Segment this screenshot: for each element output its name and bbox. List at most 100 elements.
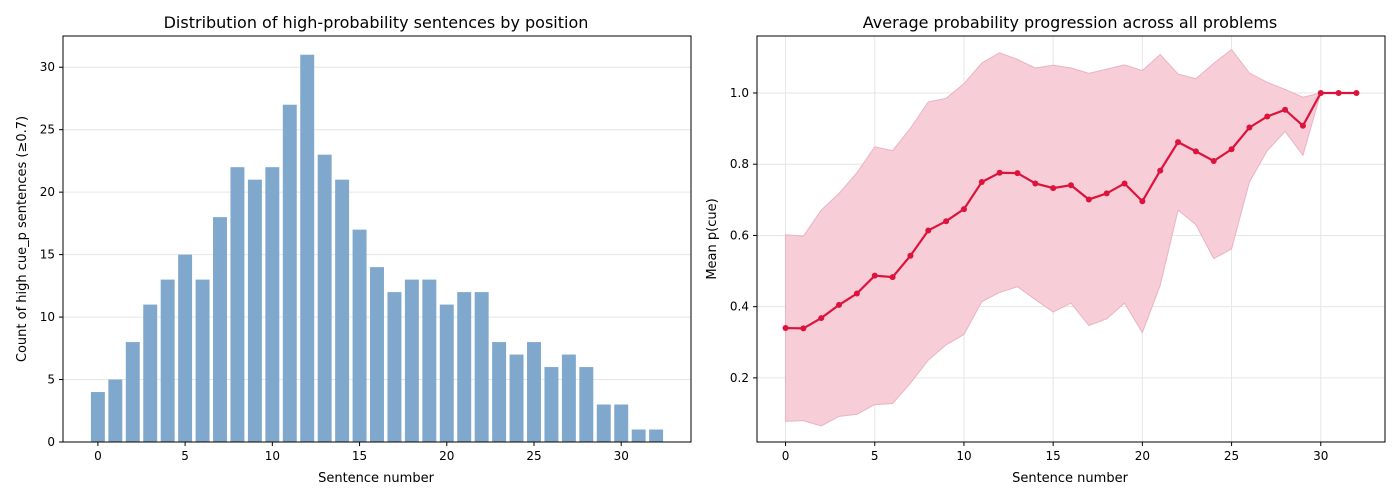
data-point bbox=[800, 325, 807, 332]
data-point bbox=[1192, 148, 1199, 155]
data-point bbox=[1317, 89, 1324, 96]
x-axis-label: Sentence number bbox=[318, 471, 434, 486]
data-point bbox=[1353, 89, 1360, 96]
bar bbox=[649, 429, 664, 442]
data-point bbox=[925, 227, 932, 234]
bar bbox=[178, 254, 193, 442]
axes: 0 5 10 15 20 25 30 0.2 0.4 0.6 0.8 1.0 bbox=[730, 35, 1386, 463]
data-point bbox=[1175, 139, 1182, 146]
line-chart: Average probability progression across a… bbox=[705, 13, 1386, 486]
bar bbox=[213, 217, 227, 442]
y-tick-label: 10 bbox=[40, 310, 55, 324]
y-tick-label: 1.0 bbox=[730, 86, 749, 100]
bar bbox=[317, 154, 332, 442]
data-point bbox=[1050, 185, 1057, 192]
data-point bbox=[1246, 124, 1253, 131]
y-tick-label: 0.8 bbox=[730, 157, 749, 171]
data-point bbox=[1085, 196, 1092, 203]
data-point bbox=[1282, 106, 1289, 113]
data-point bbox=[960, 206, 967, 213]
data-point bbox=[1299, 122, 1306, 129]
data-point bbox=[1014, 170, 1021, 177]
x-tick-label: 10 bbox=[265, 449, 280, 463]
data-point bbox=[818, 315, 825, 322]
data-point bbox=[871, 272, 878, 279]
axes: 0 5 10 15 20 25 30 0 5 10 15 20 25 30 bbox=[40, 35, 692, 463]
x-tick-label: 20 bbox=[1135, 449, 1150, 463]
x-tick-label: 5 bbox=[181, 449, 189, 463]
bar bbox=[265, 167, 280, 442]
chart-title: Average probability progression across a… bbox=[863, 13, 1277, 32]
bar bbox=[596, 404, 611, 442]
y-tick-label: 0 bbox=[47, 435, 55, 449]
bar bbox=[370, 267, 384, 442]
data-point bbox=[1157, 167, 1164, 174]
data-point bbox=[853, 290, 860, 297]
data-point bbox=[1139, 198, 1146, 205]
y-tick-label: 0.4 bbox=[730, 300, 749, 314]
data-point bbox=[978, 179, 985, 186]
bar bbox=[492, 342, 507, 442]
data-point bbox=[1032, 180, 1039, 187]
x-tick-label: 30 bbox=[1313, 449, 1328, 463]
bar bbox=[282, 104, 297, 442]
data-point bbox=[836, 301, 843, 308]
y-tick-label: 20 bbox=[40, 185, 55, 199]
x-tick-label: 30 bbox=[614, 449, 629, 463]
y-tick-label: 5 bbox=[47, 373, 55, 387]
bar bbox=[352, 229, 367, 442]
x-tick-label: 10 bbox=[956, 449, 971, 463]
data-point bbox=[1068, 182, 1074, 189]
x-tick-label: 5 bbox=[871, 449, 879, 463]
x-tick-label: 25 bbox=[1224, 449, 1239, 463]
bar bbox=[90, 392, 105, 442]
x-axis-label: Sentence number bbox=[1012, 471, 1128, 486]
plot-frame bbox=[756, 35, 1386, 443]
data-point bbox=[943, 218, 950, 225]
bar bbox=[143, 304, 158, 442]
plot-frame bbox=[62, 35, 692, 443]
bar bbox=[108, 379, 123, 442]
y-axis-label: Count of high cue_p sentences (≥0.7) bbox=[15, 116, 30, 362]
y-tick-label: 25 bbox=[40, 123, 55, 137]
bar bbox=[125, 342, 140, 442]
bar bbox=[230, 167, 245, 442]
y-axis-label: Mean p(cue) bbox=[705, 198, 720, 279]
bar bbox=[579, 367, 594, 442]
x-tick-label: 0 bbox=[94, 449, 102, 463]
y-tick-label: 15 bbox=[40, 248, 55, 262]
x-tick-label: 0 bbox=[782, 449, 790, 463]
bar bbox=[457, 292, 472, 442]
x-tick-label: 20 bbox=[439, 449, 454, 463]
bar bbox=[247, 179, 262, 442]
bar bbox=[561, 354, 576, 442]
bar bbox=[631, 429, 646, 442]
bar bbox=[439, 304, 454, 442]
line-marks bbox=[782, 48, 1360, 427]
data-point bbox=[1210, 158, 1217, 165]
confidence-band bbox=[785, 48, 1357, 427]
bar bbox=[474, 292, 489, 442]
y-tick-label: 30 bbox=[40, 60, 55, 74]
y-tick-label: 0.2 bbox=[730, 371, 749, 385]
bar bbox=[422, 279, 437, 442]
data-point bbox=[1335, 89, 1342, 96]
y-tick-label: 0.6 bbox=[730, 228, 749, 242]
data-point bbox=[782, 325, 789, 332]
bars bbox=[90, 54, 664, 442]
data-point bbox=[889, 274, 896, 281]
chart-title: Distribution of high-probability sentenc… bbox=[164, 13, 589, 32]
data-point bbox=[907, 252, 914, 259]
data-point bbox=[996, 169, 1003, 176]
bar bbox=[300, 54, 315, 442]
bar bbox=[387, 292, 402, 442]
bar bbox=[614, 404, 629, 442]
bar bbox=[509, 354, 524, 442]
x-tick-label: 15 bbox=[352, 449, 367, 463]
bar bbox=[195, 279, 210, 442]
data-point bbox=[1121, 180, 1128, 187]
bar bbox=[404, 279, 419, 442]
x-tick-label: 15 bbox=[1046, 449, 1061, 463]
data-point bbox=[1103, 190, 1110, 197]
